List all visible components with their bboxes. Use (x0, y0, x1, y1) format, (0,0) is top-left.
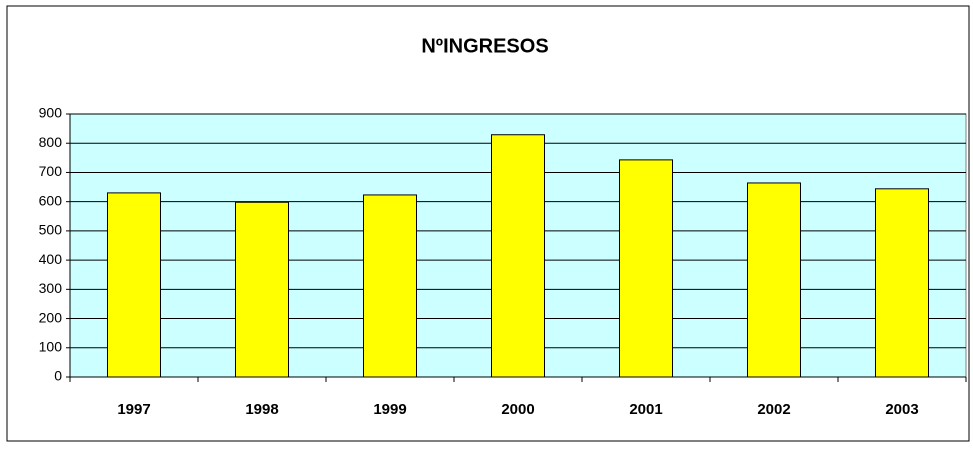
chart-title: NºINGRESOS (421, 35, 548, 57)
bar (107, 192, 161, 378)
y-tick-label: 100 (39, 338, 63, 354)
y-tick-label: 600 (39, 192, 63, 208)
y-tick-label: 500 (39, 222, 63, 238)
x-tick-label: 2001 (629, 401, 662, 418)
y-tick-label: 400 (39, 251, 63, 267)
y-tick-label: 900 (39, 105, 63, 121)
x-tick-label: 2003 (885, 401, 918, 418)
bar (875, 188, 929, 378)
y-tick-label: 800 (39, 134, 63, 150)
y-tick-label: 200 (39, 309, 63, 325)
y-tick-label: 300 (39, 280, 63, 296)
x-tick-label: 1997 (117, 401, 150, 418)
bar (235, 201, 289, 378)
y-tick-label: 0 (54, 368, 62, 384)
bar (491, 134, 545, 378)
x-tick-label: 1998 (245, 401, 278, 418)
bar (747, 182, 801, 378)
y-tick-label: 700 (39, 163, 63, 179)
x-tick-label: 1999 (373, 401, 406, 418)
bar (363, 194, 417, 378)
x-tick-label: 2000 (501, 401, 534, 418)
x-tick-label: 2002 (757, 401, 790, 418)
bar (619, 159, 673, 378)
